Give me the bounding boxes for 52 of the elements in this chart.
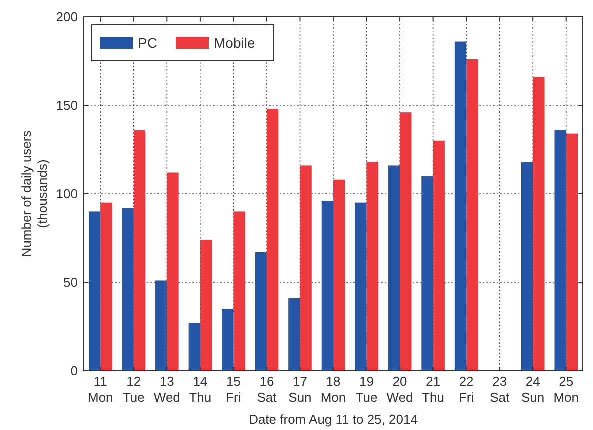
bar — [554, 130, 566, 371]
bar — [88, 212, 101, 371]
y-tick-label: 150 — [56, 98, 78, 114]
bar — [156, 280, 168, 371]
bar — [134, 130, 146, 371]
y-axis-title: Number of daily users (thousands) — [19, 130, 50, 258]
x-tick-label: 11 Mon — [88, 374, 114, 405]
x-tick-label: 21 Thu — [422, 374, 445, 405]
x-axis-title: Date from Aug 11 to 25, 2014 — [249, 412, 418, 427]
bar — [300, 166, 312, 371]
bar — [533, 77, 545, 371]
x-tick-label: 17 Sun — [288, 374, 312, 405]
bar — [234, 212, 246, 371]
bar — [355, 202, 367, 371]
bar — [388, 166, 400, 371]
bar — [454, 42, 467, 371]
bar — [566, 134, 578, 371]
bar — [422, 176, 434, 371]
x-tick-label: 13 Wed — [154, 374, 180, 405]
x-tick-label: 15 Fri — [226, 374, 242, 405]
bar — [521, 162, 534, 371]
bar — [100, 202, 112, 371]
bar — [122, 208, 134, 371]
x-tick-label: 20 Wed — [386, 374, 414, 405]
y-tick-label: 200 — [56, 10, 78, 25]
x-tick-label: 14 Thu — [189, 374, 212, 405]
legend-label: Mobile — [214, 34, 256, 51]
bar — [433, 140, 445, 371]
bar — [288, 298, 300, 371]
x-tick-label: 12 Tue — [122, 374, 145, 405]
bar — [255, 252, 267, 371]
y-tick-label: 100 — [56, 186, 78, 202]
bar — [366, 162, 378, 371]
x-tick-label: 22 Fri — [458, 374, 474, 405]
x-tick-label: 18 Mon — [320, 374, 346, 405]
bar — [466, 59, 478, 371]
legend-label: PC — [138, 34, 158, 51]
bar — [322, 201, 334, 371]
x-tick-label: 24 Sun — [522, 374, 545, 405]
x-tick-label: 16 Sat — [257, 374, 278, 405]
bar — [334, 180, 346, 371]
bar — [167, 172, 179, 371]
bar — [200, 240, 212, 371]
x-tick-label: 19 Tue — [356, 374, 378, 405]
bar — [222, 309, 234, 371]
y-tick-label: 0 — [70, 364, 78, 379]
y-tick-label: 50 — [64, 275, 78, 290]
x-tick-label: 23 Sat — [490, 374, 510, 405]
bar — [400, 112, 412, 371]
x-tick-label: 25 Mon — [554, 374, 580, 405]
bar — [188, 323, 200, 371]
bar — [266, 109, 279, 371]
